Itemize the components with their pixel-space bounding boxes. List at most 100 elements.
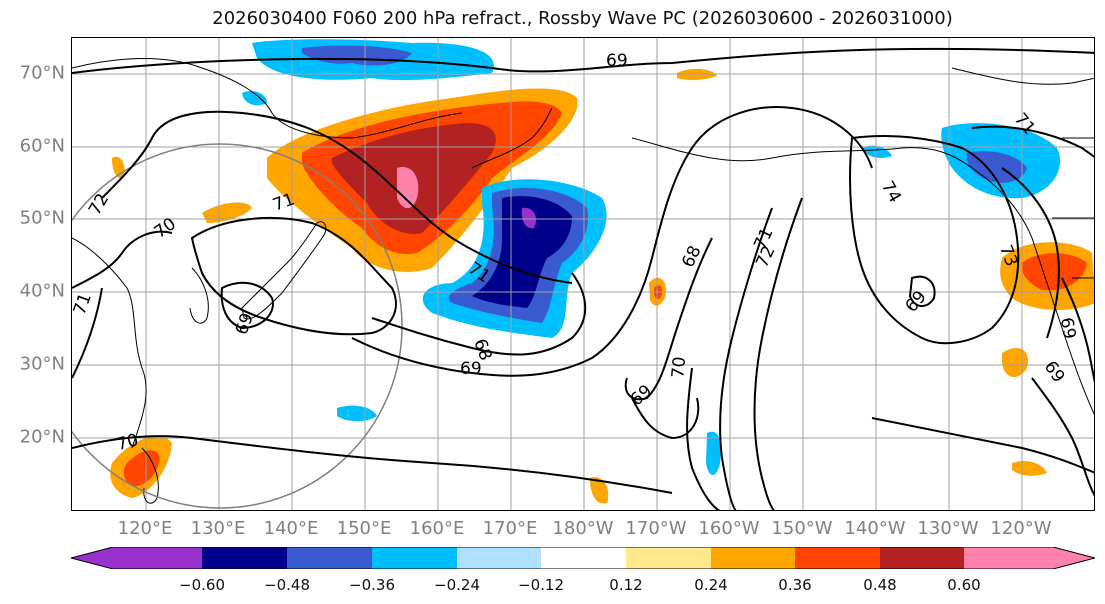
contour-71-northeast: [971, 125, 1094, 158]
contour-label: 69: [1040, 357, 1069, 386]
coastlines: [72, 58, 1094, 504]
reference-circle: [72, 143, 403, 509]
negative-anomaly-navy-pacific: [472, 196, 572, 308]
coastline-westus: [1031, 237, 1094, 415]
contour-label: 69: [460, 359, 482, 379]
colorbar-tick: −0.60: [179, 576, 225, 594]
lon-label-150e: 150°E: [336, 518, 392, 539]
colorbar: [71, 547, 1095, 569]
colorbar-bin-orange: [711, 547, 795, 569]
lat-label-50n: 50°N: [19, 207, 65, 229]
positive-anomaly-small-6: [1012, 461, 1047, 476]
colorbar-bin-darkred: [880, 547, 964, 569]
lon-label-180w: 180°W: [552, 518, 614, 539]
contour-69-loop: [220, 281, 274, 330]
contour-70-south: [871, 417, 1094, 474]
coastline-korea: [189, 267, 209, 324]
contour-68-central: [624, 237, 713, 401]
positive-anomaly-westus-core: [1021, 253, 1087, 291]
contour-71-east: [719, 207, 773, 510]
contour-70-loop: [190, 217, 397, 336]
colorbar-extend-high: [964, 547, 1095, 569]
map-panel: 69 72 70 71 71 69 69 68 69 68 71 72 74 7…: [71, 37, 1095, 511]
coastline-borders: [1052, 137, 1094, 279]
lon-label-130e: 130°E: [190, 518, 246, 539]
contour-label: 70: [151, 214, 180, 243]
contour-73-east: [1001, 167, 1060, 339]
lon-label-120w: 120°W: [990, 518, 1052, 539]
contour-72-west: [101, 110, 573, 284]
contour-label: 68: [678, 243, 705, 271]
coastline-canada-north: [951, 67, 1094, 85]
contour-label: 71: [72, 290, 96, 317]
contour-69-north: [72, 47, 1094, 74]
contour-label: 69: [606, 51, 628, 71]
colorbar-tick: 0.48: [863, 576, 897, 594]
colorbar-tick: −0.48: [264, 576, 310, 594]
contour-71-west: [72, 230, 173, 289]
contour-69-southeast: [1031, 377, 1094, 497]
lon-label-160w: 160°W: [698, 518, 760, 539]
coastline-philippines: [141, 447, 159, 504]
negative-anomaly-small-3: [242, 91, 267, 106]
lat-label-60n: 60°N: [19, 135, 65, 157]
contour-label: 72: [85, 190, 113, 219]
contours: [72, 47, 1094, 510]
coastline-japan: [241, 221, 327, 320]
contour-74-loop: [849, 135, 1020, 345]
contour-small-loop: [908, 275, 936, 307]
colorbar-bin-blue: [287, 547, 372, 569]
colorbar-bin-white: [541, 547, 626, 569]
contour-72-east: [753, 197, 803, 510]
colorbar-tick: −0.12: [518, 576, 564, 594]
colorbar-bin-skyblue: [372, 547, 457, 569]
lon-label-140w: 140°W: [844, 518, 906, 539]
positive-anomaly-pink-asia: [397, 167, 419, 209]
negative-anomaly-small-1: [337, 405, 377, 422]
gridlines: [72, 38, 1094, 510]
lat-label-40n: 40°N: [19, 280, 65, 302]
coastline-china: [72, 237, 147, 449]
positive-anomaly-small-3: [202, 202, 252, 223]
lon-label-120e: 120°E: [117, 518, 173, 539]
lon-label-170e: 170°E: [482, 518, 538, 539]
colorbar-tick: −0.24: [434, 576, 480, 594]
positive-anomaly-small-5: [590, 477, 609, 504]
coastline-alaska: [631, 137, 1033, 239]
map-canvas: 69 72 70 71 71 69 69 68 69 68 71 72 74 7…: [72, 38, 1094, 510]
coastline-asia-north: [72, 58, 463, 139]
colorbar-tick: 0.12: [609, 576, 643, 594]
lat-label-70n: 70°N: [19, 62, 65, 84]
lon-label-140e: 140°E: [263, 518, 319, 539]
contour-label: 69: [901, 287, 930, 316]
contour-70-central: [686, 367, 721, 510]
lat-label-20n: 20°N: [19, 426, 65, 448]
lon-label-170w: 170°W: [625, 518, 687, 539]
colorbar-tick: −0.36: [349, 576, 395, 594]
colorbar-tick: 0.24: [694, 576, 728, 594]
contour-label: 69: [1056, 316, 1079, 341]
negative-anomaly-purple-pacific: [521, 207, 537, 229]
contour-69-pacific: [351, 106, 873, 377]
lat-label-30n: 30°N: [19, 353, 65, 375]
contour-68-pacific: [371, 272, 587, 356]
colorbar-extend-low: [71, 547, 202, 569]
negative-anomaly-small-2: [706, 431, 722, 476]
lon-label-130w: 130°W: [917, 518, 979, 539]
colorbar-bin-lightyellow: [626, 547, 711, 569]
contour-label: 70: [668, 356, 690, 379]
lon-label-160e: 160°E: [409, 518, 465, 539]
colorbar-bin-navy: [202, 547, 287, 569]
lon-label-150w: 150°W: [771, 518, 833, 539]
contour-label: 74: [877, 178, 905, 207]
contour-label: 69: [627, 381, 656, 410]
colorbar-tick: 0.36: [778, 576, 812, 594]
colorbar-bin-lightblue: [457, 547, 541, 569]
negative-anomaly-small-4: [862, 145, 892, 158]
colorbar-tick: 0.60: [947, 576, 981, 594]
contour-71-west-edge: [72, 287, 103, 379]
contour-70-tropic: [72, 435, 673, 494]
colorbar-bin-redorange: [795, 547, 880, 569]
contour-69-far-east: [1061, 277, 1094, 384]
contour-69-central: [631, 397, 700, 440]
